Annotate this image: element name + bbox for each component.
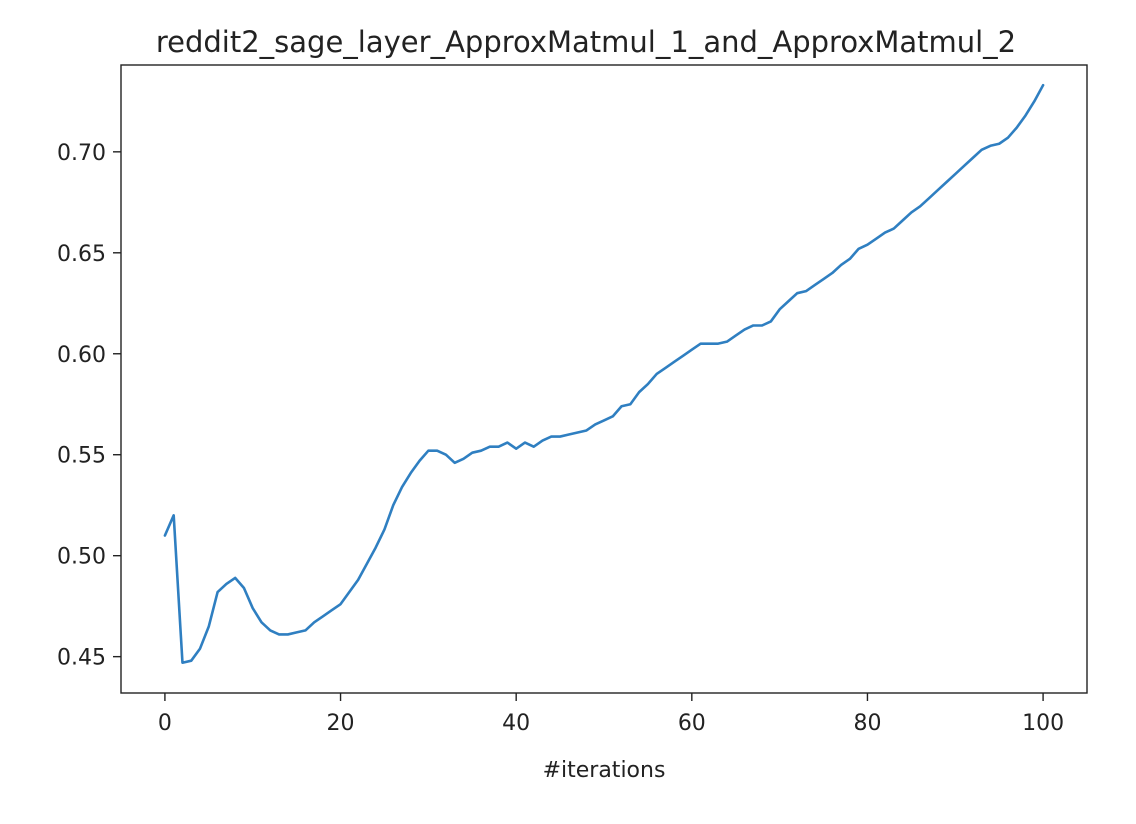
x-tick-label: 40 [502, 711, 530, 736]
y-tick-label: 0.50 [57, 545, 106, 570]
x-tick-label: 80 [853, 711, 881, 736]
x-tick-label: 60 [678, 711, 706, 736]
x-tick-label: 0 [158, 711, 172, 736]
y-tick-label: 0.70 [57, 141, 106, 166]
series-line-0 [163, 83, 1045, 665]
y-tick-label: 0.60 [57, 343, 106, 368]
x-tick-label: 20 [327, 711, 355, 736]
plot-frame [120, 64, 1088, 694]
y-tick-label: 0.65 [57, 242, 106, 267]
x-axis-label: #iterations [543, 758, 666, 783]
x-tick-label: 100 [1022, 711, 1064, 736]
y-tick-label: 0.45 [57, 646, 106, 671]
chart-title: reddit2_sage_layer_ApproxMatmul_1_and_Ap… [156, 25, 1016, 59]
y-tick-label: 0.55 [57, 444, 106, 469]
